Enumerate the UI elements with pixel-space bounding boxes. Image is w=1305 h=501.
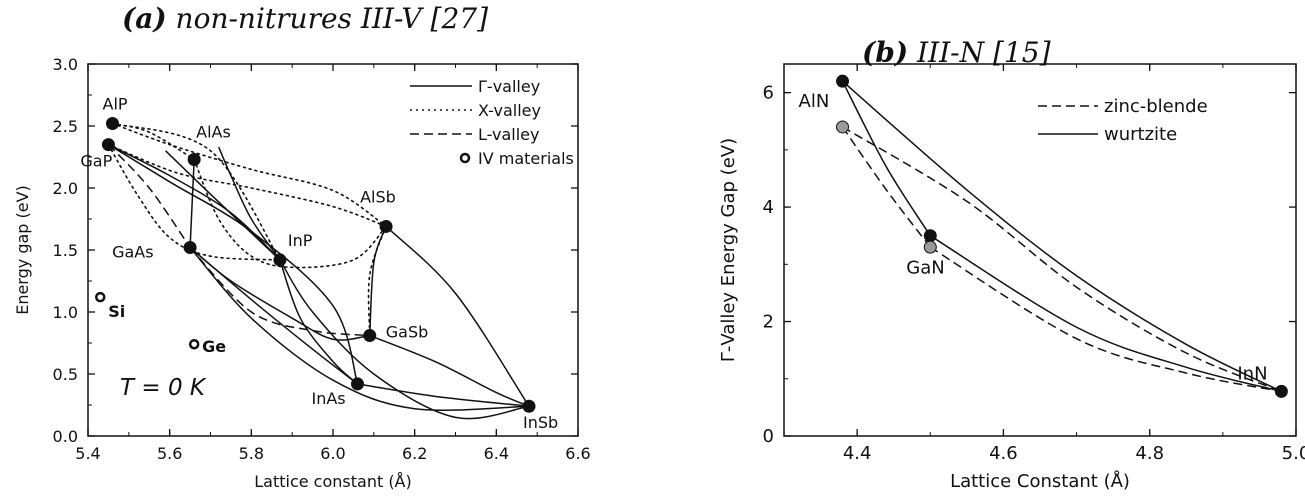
point-label-alsb: AlSb (360, 187, 396, 206)
point-label-insb: InSb (523, 413, 558, 432)
x-tick-label: 4.4 (843, 443, 872, 464)
solid-curve (929, 235, 1282, 393)
legend-entry: zinc-blende (1104, 96, 1208, 117)
point-ge (188, 338, 200, 350)
point-insb (522, 399, 536, 413)
y-tick-label: 2.0 (53, 179, 78, 198)
y-tick-label: 2 (763, 312, 774, 333)
point-aln-zinc-blende (836, 120, 850, 134)
point-label-gasb: GaSb (386, 323, 429, 342)
legend-entry: wurtzite (1104, 124, 1177, 145)
curves-group (841, 80, 1282, 393)
point-gap (101, 138, 115, 152)
legend-entry: Γ-valley (478, 77, 540, 96)
dotted-curve (107, 143, 281, 261)
x-tick-label: 5.6 (157, 444, 182, 463)
point-label-inn: InN (1237, 363, 1267, 384)
solid-curve (279, 259, 530, 420)
point-gan-zinc-blende (923, 240, 937, 254)
legend-marker-iv (459, 152, 471, 164)
x-tick-label: 5.0 (1282, 443, 1305, 464)
curves-group (107, 122, 530, 420)
point-label-alas: AlAs (196, 122, 231, 141)
legend-entry: X-valley (478, 101, 541, 120)
solid-curve (108, 143, 281, 261)
x-axis-label: Lattice Constant (Å) (950, 470, 1130, 492)
solid-curve (385, 225, 530, 407)
dotted-curve (111, 122, 387, 228)
x-tick-label: 6.4 (484, 444, 509, 463)
y-tick-label: 3.0 (53, 55, 78, 74)
point-label-si: Si (108, 302, 125, 321)
dashed-curve (842, 126, 1282, 393)
point-alsb (379, 219, 393, 233)
x-tick-label: 6.6 (565, 444, 590, 463)
x-tick-label: 4.8 (1135, 443, 1164, 464)
dashed-curve (841, 126, 931, 248)
plot-frame (783, 63, 1297, 437)
dotted-curve (193, 158, 387, 269)
point-label-inas: InAs (312, 389, 346, 408)
dotted-curve (367, 225, 387, 337)
y-tick-label: 0.0 (53, 427, 78, 446)
x-axis-label: Lattice constant (Å) (254, 472, 412, 491)
point-alp (106, 117, 119, 131)
point-inp (273, 253, 287, 267)
x-tick-label: 4.6 (989, 443, 1018, 464)
x-tick-label: 6.0 (320, 444, 345, 463)
y-axis-label: Γ-Valley Energy Gap (eV) (718, 138, 739, 362)
point-label-aln: AlN (799, 91, 830, 112)
panel-a-caption: non-nitrures III-V [27] (175, 2, 489, 35)
panel-a-label: (a) (122, 2, 167, 35)
y-tick-label: 1.0 (53, 303, 78, 322)
solid-curve (217, 146, 281, 261)
legend-entry: L-valley (478, 125, 539, 144)
dashed-curve (189, 247, 370, 337)
solid-curve (108, 143, 359, 385)
dotted-curve (107, 143, 387, 228)
dotted-curve (111, 122, 281, 261)
x-tick-label: 5.4 (75, 444, 100, 463)
point-si (95, 291, 106, 303)
solid-curve (369, 334, 530, 407)
point-label-alp: AlP (103, 95, 128, 114)
panel-a-title: (a) non-nitrures III-V [27] (122, 2, 488, 35)
point-inn-wurtzite (1274, 384, 1288, 398)
y-tick-label: 2.5 (53, 117, 78, 136)
solid-curve (189, 246, 358, 385)
point-label-gaas: GaAs (112, 243, 153, 262)
solid-curve (279, 259, 359, 385)
temperature-annotation: T = 0 K (120, 375, 207, 401)
solid-curve (165, 150, 281, 261)
dashed-curve (107, 144, 191, 248)
y-tick-label: 4 (763, 197, 774, 218)
y-tick-label: 6 (763, 83, 774, 104)
point-label-gan: GaN (906, 258, 944, 279)
x-tick-label: 6.2 (402, 444, 427, 463)
solid-curve (842, 80, 1282, 393)
y-tick-label: 0.5 (53, 365, 78, 384)
y-tick-label: 0 (763, 426, 774, 447)
point-label-gap: GaP (80, 152, 112, 171)
x-tick-label: 5.8 (239, 444, 264, 463)
y-axis-label: Energy gap (eV) (13, 185, 32, 315)
dashed-curve (929, 246, 1282, 393)
point-alas (187, 152, 201, 166)
solid-curve (841, 80, 931, 237)
point-gasb (363, 329, 377, 343)
solid-curve (189, 159, 195, 248)
point-gan-wurtzite (923, 229, 937, 243)
y-tick-label: 1.5 (53, 241, 78, 260)
point-label-inp: InP (288, 231, 313, 250)
point-gaas (183, 241, 197, 255)
solid-curve (357, 383, 530, 407)
point-label-ge: Ge (202, 337, 226, 356)
point-aln-wurtzite (836, 74, 850, 88)
point-inas (351, 377, 364, 391)
legend-entry: IV materials (478, 149, 574, 168)
solid-curve (189, 247, 530, 411)
